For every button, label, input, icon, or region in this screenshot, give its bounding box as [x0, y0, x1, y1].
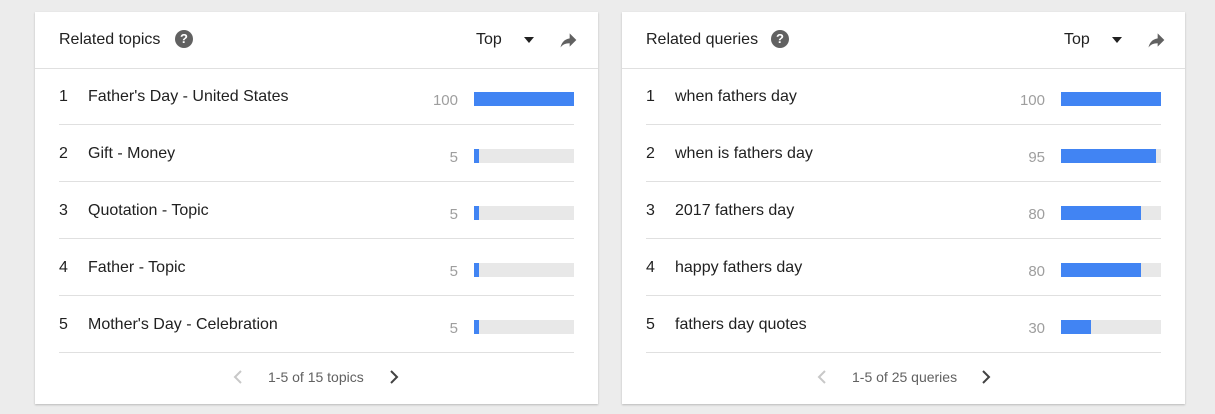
pagination-label: 1-5 of 15 topics	[268, 369, 364, 385]
rank-number: 5	[646, 316, 655, 333]
pagination-label: 1-5 of 25 queries	[852, 369, 958, 385]
share-icon[interactable]	[1145, 30, 1167, 50]
query-label[interactable]: 2017 fathers day	[675, 202, 795, 219]
list-item[interactable]: 1 Father's Day - United States 100	[59, 68, 574, 125]
value-number: 5	[449, 263, 458, 280]
bar-fill	[1061, 206, 1141, 220]
value-number: 80	[1028, 206, 1045, 223]
topics-list: 1 Father's Day - United States 100 2 Gif…	[59, 68, 574, 353]
list-item[interactable]: 3 Quotation - Topic 5	[59, 182, 574, 239]
query-label[interactable]: when is fathers day	[675, 145, 813, 162]
card-title: Related topics	[59, 31, 161, 48]
rank-number: 3	[59, 202, 68, 219]
rank-number: 3	[646, 202, 655, 219]
value-number: 5	[449, 320, 458, 337]
bar-track	[1061, 206, 1161, 220]
card-header: Related topics ? Top	[35, 12, 598, 69]
bar-fill	[474, 263, 479, 277]
topic-label[interactable]: Father's Day - United States	[88, 88, 289, 105]
value-number: 5	[449, 149, 458, 166]
pagination: 1-5 of 25 queries	[622, 348, 1185, 404]
card-title: Related queries	[646, 31, 759, 48]
bar-track	[474, 320, 574, 334]
list-item[interactable]: 2 when is fathers day 95	[646, 125, 1161, 182]
list-item[interactable]: 5 Mother's Day - Celebration 5	[59, 296, 574, 353]
value-number: 100	[1019, 92, 1045, 109]
dropdown-arrow-icon[interactable]	[524, 37, 534, 43]
bar-track	[1061, 320, 1161, 334]
bar-fill	[1061, 263, 1141, 277]
bar-fill	[474, 206, 479, 220]
chevron-right-icon[interactable]	[980, 370, 992, 384]
value-number: 80	[1028, 263, 1045, 280]
query-label[interactable]: happy fathers day	[675, 259, 803, 276]
bar-fill	[1061, 92, 1161, 106]
rank-number: 5	[59, 316, 68, 333]
bar-fill	[474, 92, 574, 106]
rank-number: 4	[59, 259, 68, 276]
related-queries-card: Related queries ? Top 1 when fathers day…	[622, 12, 1185, 404]
help-icon[interactable]: ?	[175, 30, 193, 48]
list-item[interactable]: 4 Father - Topic 5	[59, 239, 574, 296]
value-number: 100	[432, 92, 458, 109]
pagination: 1-5 of 15 topics	[35, 348, 598, 404]
bar-track	[474, 206, 574, 220]
chevron-left-icon[interactable]	[232, 370, 244, 384]
help-icon[interactable]: ?	[771, 30, 789, 48]
bar-track	[1061, 149, 1161, 163]
bar-fill	[1061, 149, 1156, 163]
bar-track	[1061, 263, 1161, 277]
sort-select-value[interactable]: Top	[476, 31, 502, 48]
queries-list: 1 when fathers day 100 2 when is fathers…	[646, 68, 1161, 353]
rank-number: 2	[646, 145, 655, 162]
list-item[interactable]: 3 2017 fathers day 80	[646, 182, 1161, 239]
related-topics-card: Related topics ? Top 1 Father's Day - Un…	[35, 12, 598, 404]
list-item[interactable]: 4 happy fathers day 80	[646, 239, 1161, 296]
bar-track	[1061, 92, 1161, 106]
list-item[interactable]: 1 when fathers day 100	[646, 68, 1161, 125]
topic-label[interactable]: Gift - Money	[88, 145, 176, 162]
bar-track	[474, 263, 574, 277]
chevron-left-icon[interactable]	[816, 370, 828, 384]
bar-fill	[474, 320, 479, 334]
rank-number: 1	[646, 88, 655, 105]
rank-number: 2	[59, 145, 68, 162]
value-number: 5	[449, 206, 458, 223]
rank-number: 1	[59, 88, 68, 105]
value-number: 30	[1028, 320, 1045, 337]
bar-fill	[474, 149, 479, 163]
sort-select-value[interactable]: Top	[1064, 31, 1090, 48]
chevron-right-icon[interactable]	[388, 370, 400, 384]
value-number: 95	[1028, 149, 1045, 166]
bar-track	[474, 92, 574, 106]
rank-number: 4	[646, 259, 655, 276]
bar-track	[474, 149, 574, 163]
topic-label[interactable]: Quotation - Topic	[88, 202, 209, 219]
dropdown-arrow-icon[interactable]	[1112, 37, 1122, 43]
query-label[interactable]: when fathers day	[675, 88, 797, 105]
bar-fill	[1061, 320, 1091, 334]
list-item[interactable]: 2 Gift - Money 5	[59, 125, 574, 182]
share-icon[interactable]	[557, 30, 579, 50]
list-item[interactable]: 5 fathers day quotes 30	[646, 296, 1161, 353]
card-header: Related queries ? Top	[622, 12, 1185, 69]
topic-label[interactable]: Mother's Day - Celebration	[88, 316, 278, 333]
query-label[interactable]: fathers day quotes	[675, 316, 807, 333]
topic-label[interactable]: Father - Topic	[88, 259, 186, 276]
